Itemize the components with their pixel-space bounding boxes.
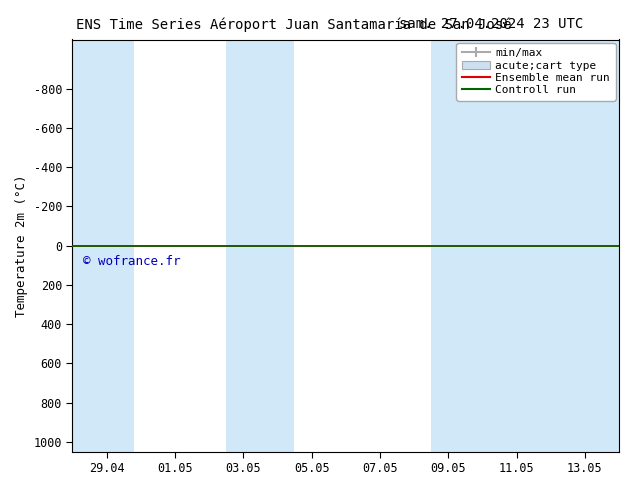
Text: sam. 27.04.2024 23 UTC: sam. 27.04.2024 23 UTC bbox=[399, 17, 583, 31]
Text: ENS Time Series Aéroport Juan Santamaría de San José: ENS Time Series Aéroport Juan Santamaría… bbox=[76, 17, 512, 32]
Text: © wofrance.fr: © wofrance.fr bbox=[82, 255, 180, 269]
Bar bbox=[226, 40, 295, 452]
Bar bbox=[72, 40, 134, 452]
Bar bbox=[431, 40, 619, 452]
Legend: min/max, acute;cart type, Ensemble mean run, Controll run: min/max, acute;cart type, Ensemble mean … bbox=[456, 43, 616, 100]
Y-axis label: Temperature 2m (°C): Temperature 2m (°C) bbox=[15, 174, 28, 317]
